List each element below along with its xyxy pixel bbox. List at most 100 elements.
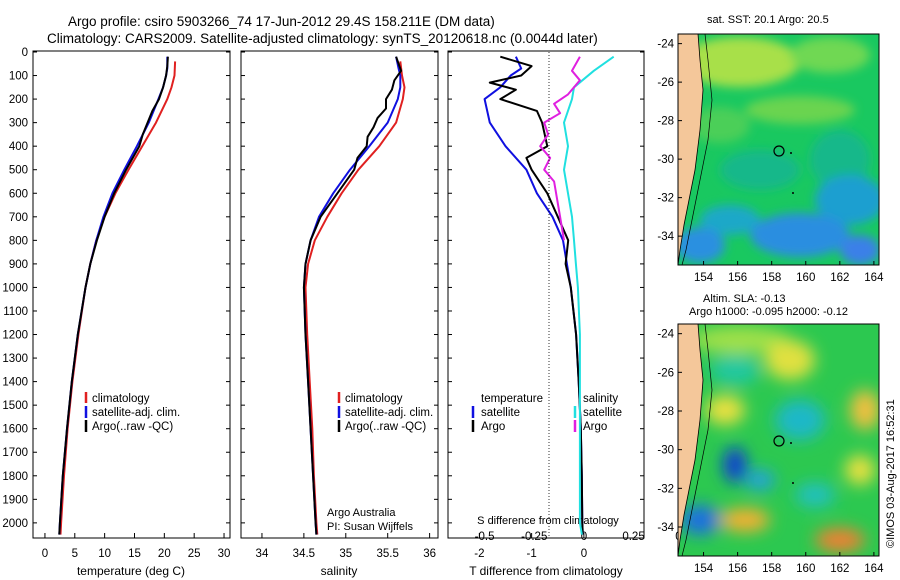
depth-tick-label: 2000 — [2, 518, 28, 530]
lat-tick-label: -24 — [657, 39, 674, 51]
s-diff-tick-label: -0.5 — [475, 531, 495, 543]
series-line-climatology — [304, 61, 406, 535]
lat-tick-label: -28 — [657, 406, 674, 418]
temperature-axis-label: temperature (deg C) — [77, 564, 185, 578]
depth-tick-label: 900 — [9, 259, 28, 271]
difference-legend: temperature satellite Argo salinity sate… — [471, 393, 622, 433]
depth-tick-label: 1100 — [3, 306, 28, 318]
x-tick-label: 34.5 — [293, 548, 315, 560]
lon-tick-label: 158 — [762, 563, 781, 575]
lat-tick-label: -26 — [657, 77, 674, 89]
series-line-argo-raw-qc- — [58, 56, 169, 535]
sst-map-axes: -24 -26 -28 -30 -32 -34 154 156 158 160 162 164 — [657, 39, 884, 284]
sla-map-title-line1: Altim. SLA: -0.13 — [703, 293, 786, 305]
depth-tick-label: 1900 — [2, 494, 28, 506]
imos-credit: ©IMOS 03-Aug-2017 16:52:31 — [885, 399, 897, 548]
sla-map-frame — [677, 323, 880, 557]
sla-map-axes: -24 -26 -28 -30 -32 -34 154 156 158 160 162 164 — [657, 329, 884, 575]
depth-tick-label: 100 — [9, 71, 28, 83]
lat-tick-label: -32 — [657, 483, 674, 495]
s-diff-tick-label: 0 — [581, 531, 587, 543]
x-tick-label: -2 — [474, 548, 484, 560]
x-tick-label: 0 — [42, 548, 48, 560]
x-tick-label: 36 — [423, 548, 436, 560]
lat-tick-label: -28 — [657, 116, 674, 128]
lon-tick-label: 164 — [864, 563, 884, 575]
depth-tick-label: 1500 — [2, 400, 28, 412]
profile-lines — [58, 55, 615, 535]
depth-tick-label: 500 — [9, 165, 28, 177]
legend-satellite: satellite-adj. clim. — [92, 407, 180, 419]
depth-tick-label: 400 — [9, 141, 28, 153]
attribution-line1: Argo Australia — [327, 507, 396, 519]
figure-title-line1: Argo profile: csiro 5903266_74 17-Jun-20… — [68, 14, 495, 29]
legend-climatology: climatology — [92, 393, 150, 405]
lon-tick-label: 160 — [796, 272, 815, 284]
lon-tick-label: 160 — [796, 563, 815, 575]
lon-tick-label: 156 — [728, 272, 747, 284]
sst-map — [678, 34, 879, 265]
legend-t-argo: Argo — [481, 421, 505, 433]
x-tick-label: 0 — [581, 548, 587, 560]
depth-tick-label: 1800 — [2, 471, 28, 483]
s-diff-tick-label: -0.25 — [521, 531, 547, 543]
lat-tick-label: -34 — [657, 522, 674, 534]
lat-tick-label: -30 — [657, 445, 674, 457]
legend-s-satellite: satellite — [583, 407, 622, 419]
lon-tick-label: 158 — [762, 272, 781, 284]
attribution-line2: PI: Susan Wijffels — [327, 521, 413, 533]
depth-tick-label: 0 — [22, 47, 28, 59]
x-tick-label: 15 — [128, 548, 141, 560]
depth-tick-label: 1300 — [2, 353, 28, 365]
difference-panel — [447, 50, 645, 539]
depth-tick-label: 300 — [9, 118, 28, 130]
t-difference-axis-label: T difference from climatology — [469, 564, 623, 578]
depth-tick-label: 200 — [9, 94, 28, 106]
lon-tick-label: 164 — [864, 272, 884, 284]
depth-tick-label: 700 — [9, 212, 28, 224]
legend-t-satellite: satellite — [481, 407, 520, 419]
lat-tick-label: -32 — [657, 193, 674, 205]
x-tick-label: 34 — [256, 548, 269, 560]
legend-satellite: satellite-adj. clim. — [345, 407, 433, 419]
lat-tick-label: -30 — [657, 154, 674, 166]
lon-tick-label: 162 — [830, 563, 849, 575]
depth-tick-label: 1700 — [2, 447, 28, 459]
lat-tick-label: -26 — [657, 367, 674, 379]
x-tick-label: 30 — [218, 548, 231, 560]
temperature-legend: climatology satellite-adj. clim. Argo(..… — [84, 392, 180, 433]
lon-tick-label: 162 — [830, 272, 849, 284]
lon-tick-label: 154 — [694, 272, 714, 284]
x-axis-ticks: 0 5 10 15 20 25 30 34 34.5 35 35.5 36 -2 -1 0 -0.5 -0.25… — [42, 531, 691, 560]
legend-argo: Argo(..raw -QC) — [92, 421, 173, 433]
legend-argo: Argo(..raw -QC) — [345, 421, 426, 433]
legend-salinity-header: salinity — [583, 393, 618, 405]
lon-tick-label: 154 — [694, 563, 714, 575]
x-tick-label: 5 — [72, 548, 78, 560]
series-line-argo-raw-qc- — [302, 56, 403, 535]
legend-temperature-header: temperature — [481, 393, 543, 405]
depth-tick-label: 1400 — [2, 377, 28, 389]
depth-tick-label: 600 — [9, 188, 28, 200]
sla-map — [678, 324, 879, 556]
sla-map-title-line2: Argo h1000: -0.095 h2000: -0.12 — [689, 306, 848, 318]
depth-tick-label: 1200 — [2, 330, 28, 342]
temperature-panel — [32, 50, 231, 539]
x-tick-label: 20 — [158, 548, 171, 560]
s-difference-axis-label: S difference from climatology — [477, 515, 619, 527]
depth-axis: 0 100 200 300 400 500 600 700 800 900 1000 1100 1200… — [2, 47, 644, 530]
x-tick-label: 35.5 — [377, 548, 399, 560]
x-tick-label: 35 — [339, 548, 352, 560]
series-line-salinity-satellite — [563, 55, 615, 535]
s-diff-tick-label: 0.25 — [622, 531, 644, 543]
depth-tick-label: 1600 — [2, 424, 28, 436]
salinity-legend: climatology satellite-adj. clim. Argo(..… — [337, 392, 433, 433]
legend-s-argo: Argo — [583, 421, 607, 433]
sst-map-title: sat. SST: 20.1 Argo: 20.5 — [707, 14, 829, 26]
series-line-salinity-argo — [539, 56, 581, 241]
x-tick-label: 25 — [188, 548, 201, 560]
x-tick-label: 10 — [98, 548, 111, 560]
sst-map-frame — [677, 33, 880, 266]
lat-tick-label: -34 — [657, 231, 674, 243]
legend-climatology: climatology — [345, 393, 403, 405]
